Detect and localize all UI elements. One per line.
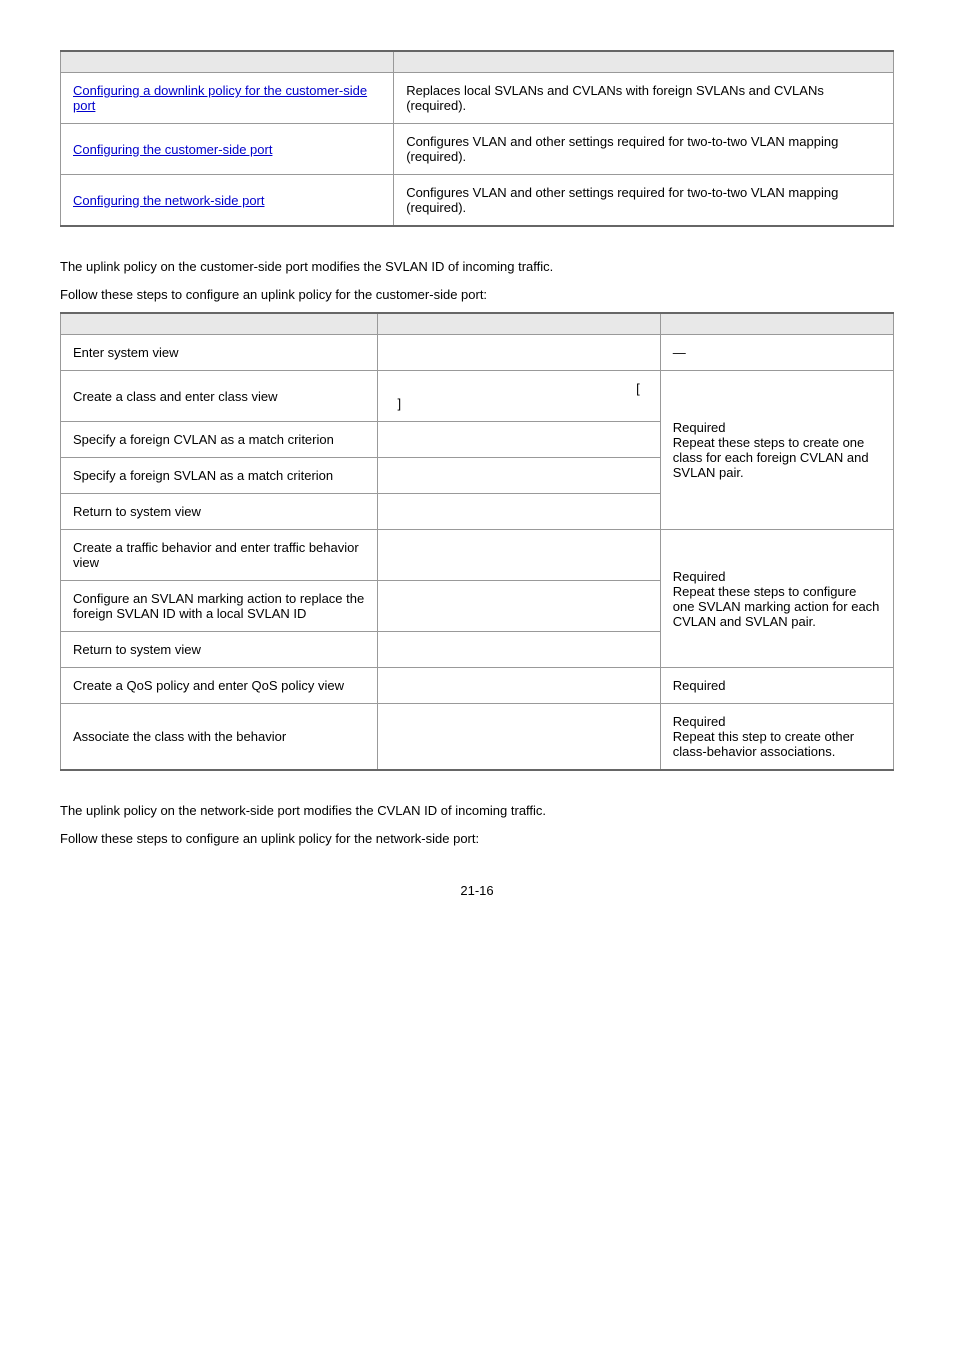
- step-enter-system-view: Enter system view: [61, 335, 378, 371]
- page-number: 21-16: [60, 883, 894, 898]
- task-description-table: Configuring a downlink policy for the cu…: [60, 50, 894, 227]
- step-create-class: Create a class and enter class view: [61, 371, 378, 422]
- cell-command: [377, 668, 660, 704]
- remarks-required: Required: [660, 668, 893, 704]
- steps-table: Enter system view — Create a class and e…: [60, 312, 894, 771]
- cell-command: [377, 494, 660, 530]
- step-svlan-marking: Configure an SVLAN marking action to rep…: [61, 581, 378, 632]
- cell-desc: Configures VLAN and other settings requi…: [394, 175, 894, 227]
- paragraph-uplink-network: The uplink policy on the network-side po…: [60, 801, 894, 821]
- paragraph-uplink-customer: The uplink policy on the customer-side p…: [60, 257, 894, 277]
- step-return-system-view: Return to system view: [61, 494, 378, 530]
- step-traffic-behavior: Create a traffic behavior and enter traf…: [61, 530, 378, 581]
- cell-remarks: —: [660, 335, 893, 371]
- remarks-group-behavior: Required Repeat these steps to configure…: [660, 530, 893, 668]
- cell-command: [377, 632, 660, 668]
- t2-header-2: [377, 313, 660, 335]
- cell-command: [377, 422, 660, 458]
- remarks-group-class: Required Repeat these steps to create on…: [660, 371, 893, 530]
- step-return-system-view-2: Return to system view: [61, 632, 378, 668]
- cell-command: [377, 458, 660, 494]
- step-specify-cvlan: Specify a foreign CVLAN as a match crite…: [61, 422, 378, 458]
- t1-header-blank-1: [61, 51, 394, 73]
- t1-header-blank-2: [394, 51, 894, 73]
- link-downlink-policy[interactable]: Configuring a downlink policy for the cu…: [73, 83, 367, 113]
- bracket-open: [: [390, 381, 648, 396]
- cell-command: [377, 581, 660, 632]
- step-associate-class: Associate the class with the behavior: [61, 704, 378, 771]
- link-customer-side-port[interactable]: Configuring the customer-side port: [73, 142, 272, 157]
- table-row: Configuring the network-side port: [61, 175, 394, 227]
- cell-command: [377, 704, 660, 771]
- cell-desc: Replaces local SVLANs and CVLANs with fo…: [394, 73, 894, 124]
- t2-header-3: [660, 313, 893, 335]
- cell-command: [ ]: [377, 371, 660, 422]
- remarks-associate: Required Repeat this step to create othe…: [660, 704, 893, 771]
- step-create-qos: Create a QoS policy and enter QoS policy…: [61, 668, 378, 704]
- table-row: Configuring the customer-side port: [61, 124, 394, 175]
- t2-header-1: [61, 313, 378, 335]
- paragraph-follow-steps-network: Follow these steps to configure an uplin…: [60, 829, 894, 849]
- cell-command: [377, 335, 660, 371]
- bracket-close: ]: [390, 396, 648, 411]
- cell-command: [377, 530, 660, 581]
- step-specify-svlan: Specify a foreign SVLAN as a match crite…: [61, 458, 378, 494]
- link-network-side-port[interactable]: Configuring the network-side port: [73, 193, 265, 208]
- cell-desc: Configures VLAN and other settings requi…: [394, 124, 894, 175]
- table-row: Configuring a downlink policy for the cu…: [61, 73, 394, 124]
- paragraph-follow-steps-customer: Follow these steps to configure an uplin…: [60, 285, 894, 305]
